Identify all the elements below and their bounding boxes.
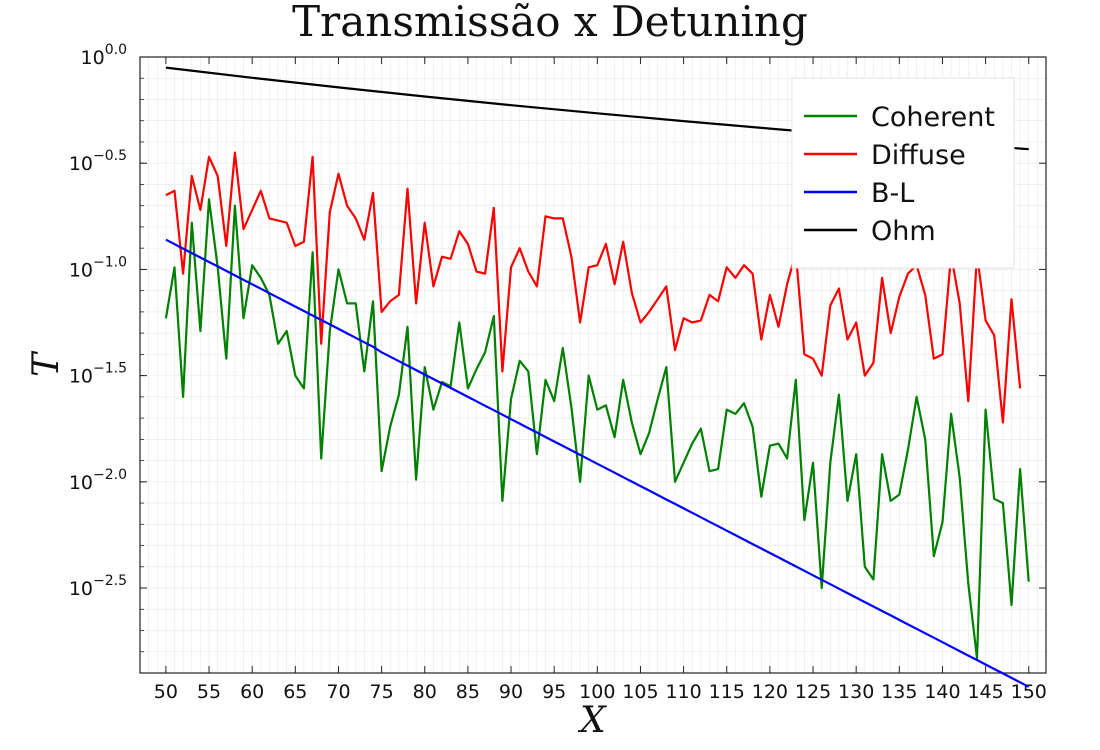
y-tick-base: 10 [69,153,93,175]
legend-label: B-L [871,178,914,209]
x-tick-label: 65 [283,681,307,703]
y-tick-base: 10 [69,472,93,494]
x-tick-label: 85 [456,681,480,703]
y-tick-base: 10 [69,578,93,600]
y-tick-label: 10−1.0 [69,254,127,281]
y-tick-exponent: −2.5 [93,573,127,589]
legend-label: Diffuse [871,140,966,171]
series-line-coherent [164,198,1030,660]
y-tick-base: 10 [81,47,105,69]
plot-frame [139,56,1047,674]
x-tick-label: 55 [197,681,221,703]
x-tick-label: 120 [752,681,788,703]
x-tick-label: 95 [542,681,566,703]
y-tick-base: 10 [69,366,93,388]
x-tick-label: 60 [240,681,264,703]
y-tick-exponent: −0.5 [93,148,127,164]
y-tick-label: 10−2.5 [69,573,127,600]
y-tick-exponent: −2.0 [93,467,127,483]
x-tick-label: 75 [370,681,394,703]
x-tick-label: 150 [1011,681,1047,703]
y-tick-exponent: 0.0 [105,42,127,58]
x-tick-label: 135 [881,681,917,703]
x-tick-label: 125 [795,681,831,703]
x-tick-label: 130 [838,681,874,703]
series-line-b-l [165,238,1030,688]
series-line-diffuse [165,151,1022,424]
y-tick-label: 100.0 [81,42,127,69]
x-tick-label: 100 [579,681,615,703]
x-tick-label: 80 [413,681,437,703]
y-tick-label: 10−1.5 [69,361,127,388]
x-tick-label: 50 [154,681,178,703]
series-lines [164,66,1030,688]
y-tick-exponent: −1.0 [93,254,127,270]
x-tick-label: 145 [967,681,1003,703]
x-tick-label: 140 [924,681,960,703]
legend: Coherent Diffuse B-L Ohm [791,77,1015,269]
y-tick-base: 10 [69,259,93,281]
x-tick-label: 90 [499,681,523,703]
legend-label: Ohm [871,216,936,247]
x-tick-label: 105 [622,681,658,703]
x-tick-label: 70 [326,681,350,703]
x-axis-label: X [577,700,607,741]
y-tick-exponent: −1.5 [93,361,127,377]
chart-title: Transmissão x Detuning [292,0,808,46]
axis-ticks: 50 55 60 65 70 75 80 85 90 95 100 105 110 115 120 125 13… [69,42,1047,703]
legend-label: Coherent [871,102,995,133]
x-tick-label: 115 [709,681,745,703]
x-tick-label: 110 [665,681,701,703]
legend-box [791,77,1015,269]
y-tick-label: 10−2.0 [69,467,127,494]
y-tick-label: 10−0.5 [69,148,127,175]
y-axis-label: T [26,350,67,377]
